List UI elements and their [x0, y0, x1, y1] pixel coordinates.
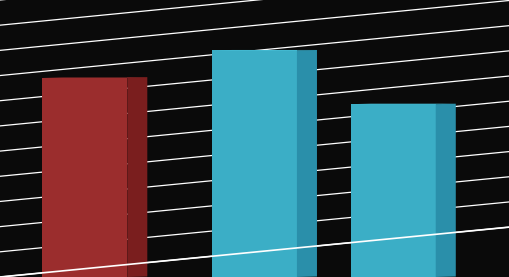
Polygon shape [42, 78, 127, 277]
Polygon shape [212, 50, 297, 277]
Polygon shape [127, 77, 147, 277]
Polygon shape [351, 104, 436, 277]
Polygon shape [436, 104, 456, 277]
Polygon shape [42, 77, 147, 78]
Polygon shape [297, 50, 317, 277]
